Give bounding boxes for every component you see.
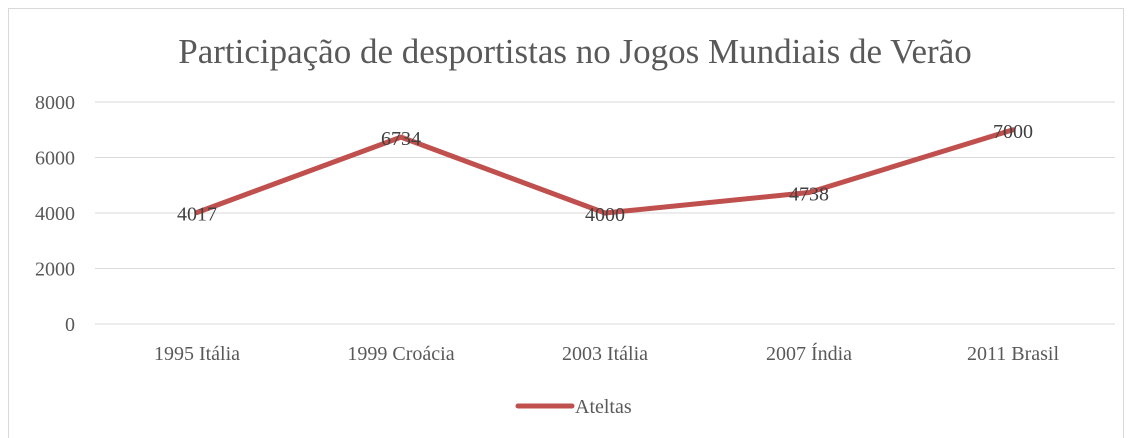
y-tick-label: 8000 <box>35 92 75 114</box>
series-lines <box>197 130 1013 213</box>
y-tick-label: 6000 <box>35 148 75 170</box>
x-tick-label: 2007 Índia <box>766 342 852 365</box>
y-tick-label: 4000 <box>35 203 75 225</box>
y-tick-label: 2000 <box>35 259 75 281</box>
y-axis-ticks: 0 2000 4000 6000 8000 <box>35 92 75 336</box>
data-label: 4738 <box>789 184 829 206</box>
x-tick-label: 1995 Itália <box>154 343 240 365</box>
legend: Ateltas <box>518 396 632 418</box>
data-label: 4000 <box>585 204 625 226</box>
data-label: 7000 <box>993 121 1033 143</box>
legend-label-ateltas: Ateltas <box>575 396 632 418</box>
y-tick-label: 0 <box>65 314 75 336</box>
data-label: 6734 <box>381 128 421 150</box>
x-tick-label: 1999 Croácia <box>347 343 454 365</box>
series-line-0 <box>197 130 1013 213</box>
x-axis-ticks: 1995 Itália 1999 Croácia 2003 Itália 2007 Í… <box>154 342 1060 365</box>
x-tick-label: 2011 Brasil <box>967 343 1059 365</box>
chart-title: Participação de desportistas no Jogos Mu… <box>178 32 972 71</box>
data-label: 4017 <box>177 204 217 226</box>
x-tick-label: 2003 Itália <box>562 343 648 365</box>
